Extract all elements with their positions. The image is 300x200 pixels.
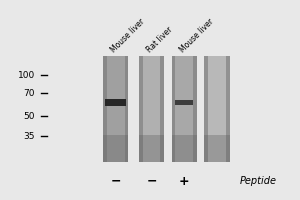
- Text: Mouse liver: Mouse liver: [109, 17, 147, 54]
- Bar: [226, 56, 230, 162]
- Text: 100: 100: [18, 71, 35, 80]
- Bar: [103, 135, 128, 162]
- Bar: [193, 56, 197, 162]
- Bar: [205, 56, 208, 162]
- Bar: [139, 56, 142, 162]
- Text: Mouse liver: Mouse liver: [178, 17, 215, 54]
- Bar: [176, 100, 193, 105]
- Text: 70: 70: [23, 89, 35, 98]
- Text: −: −: [110, 175, 121, 188]
- Text: Rat liver: Rat liver: [145, 25, 174, 54]
- Bar: [103, 56, 128, 162]
- Text: 50: 50: [23, 112, 35, 121]
- Bar: [172, 135, 197, 162]
- Bar: [124, 56, 128, 162]
- Bar: [172, 56, 197, 162]
- Text: Peptide: Peptide: [240, 176, 277, 186]
- Bar: [205, 135, 230, 162]
- Bar: [172, 56, 176, 162]
- Bar: [103, 56, 107, 162]
- Bar: [160, 56, 164, 162]
- Bar: [139, 56, 164, 162]
- Bar: [105, 99, 126, 106]
- Text: −: −: [146, 175, 157, 188]
- Text: +: +: [179, 175, 190, 188]
- Bar: [139, 135, 164, 162]
- Text: 35: 35: [23, 132, 35, 141]
- Bar: [205, 56, 230, 162]
